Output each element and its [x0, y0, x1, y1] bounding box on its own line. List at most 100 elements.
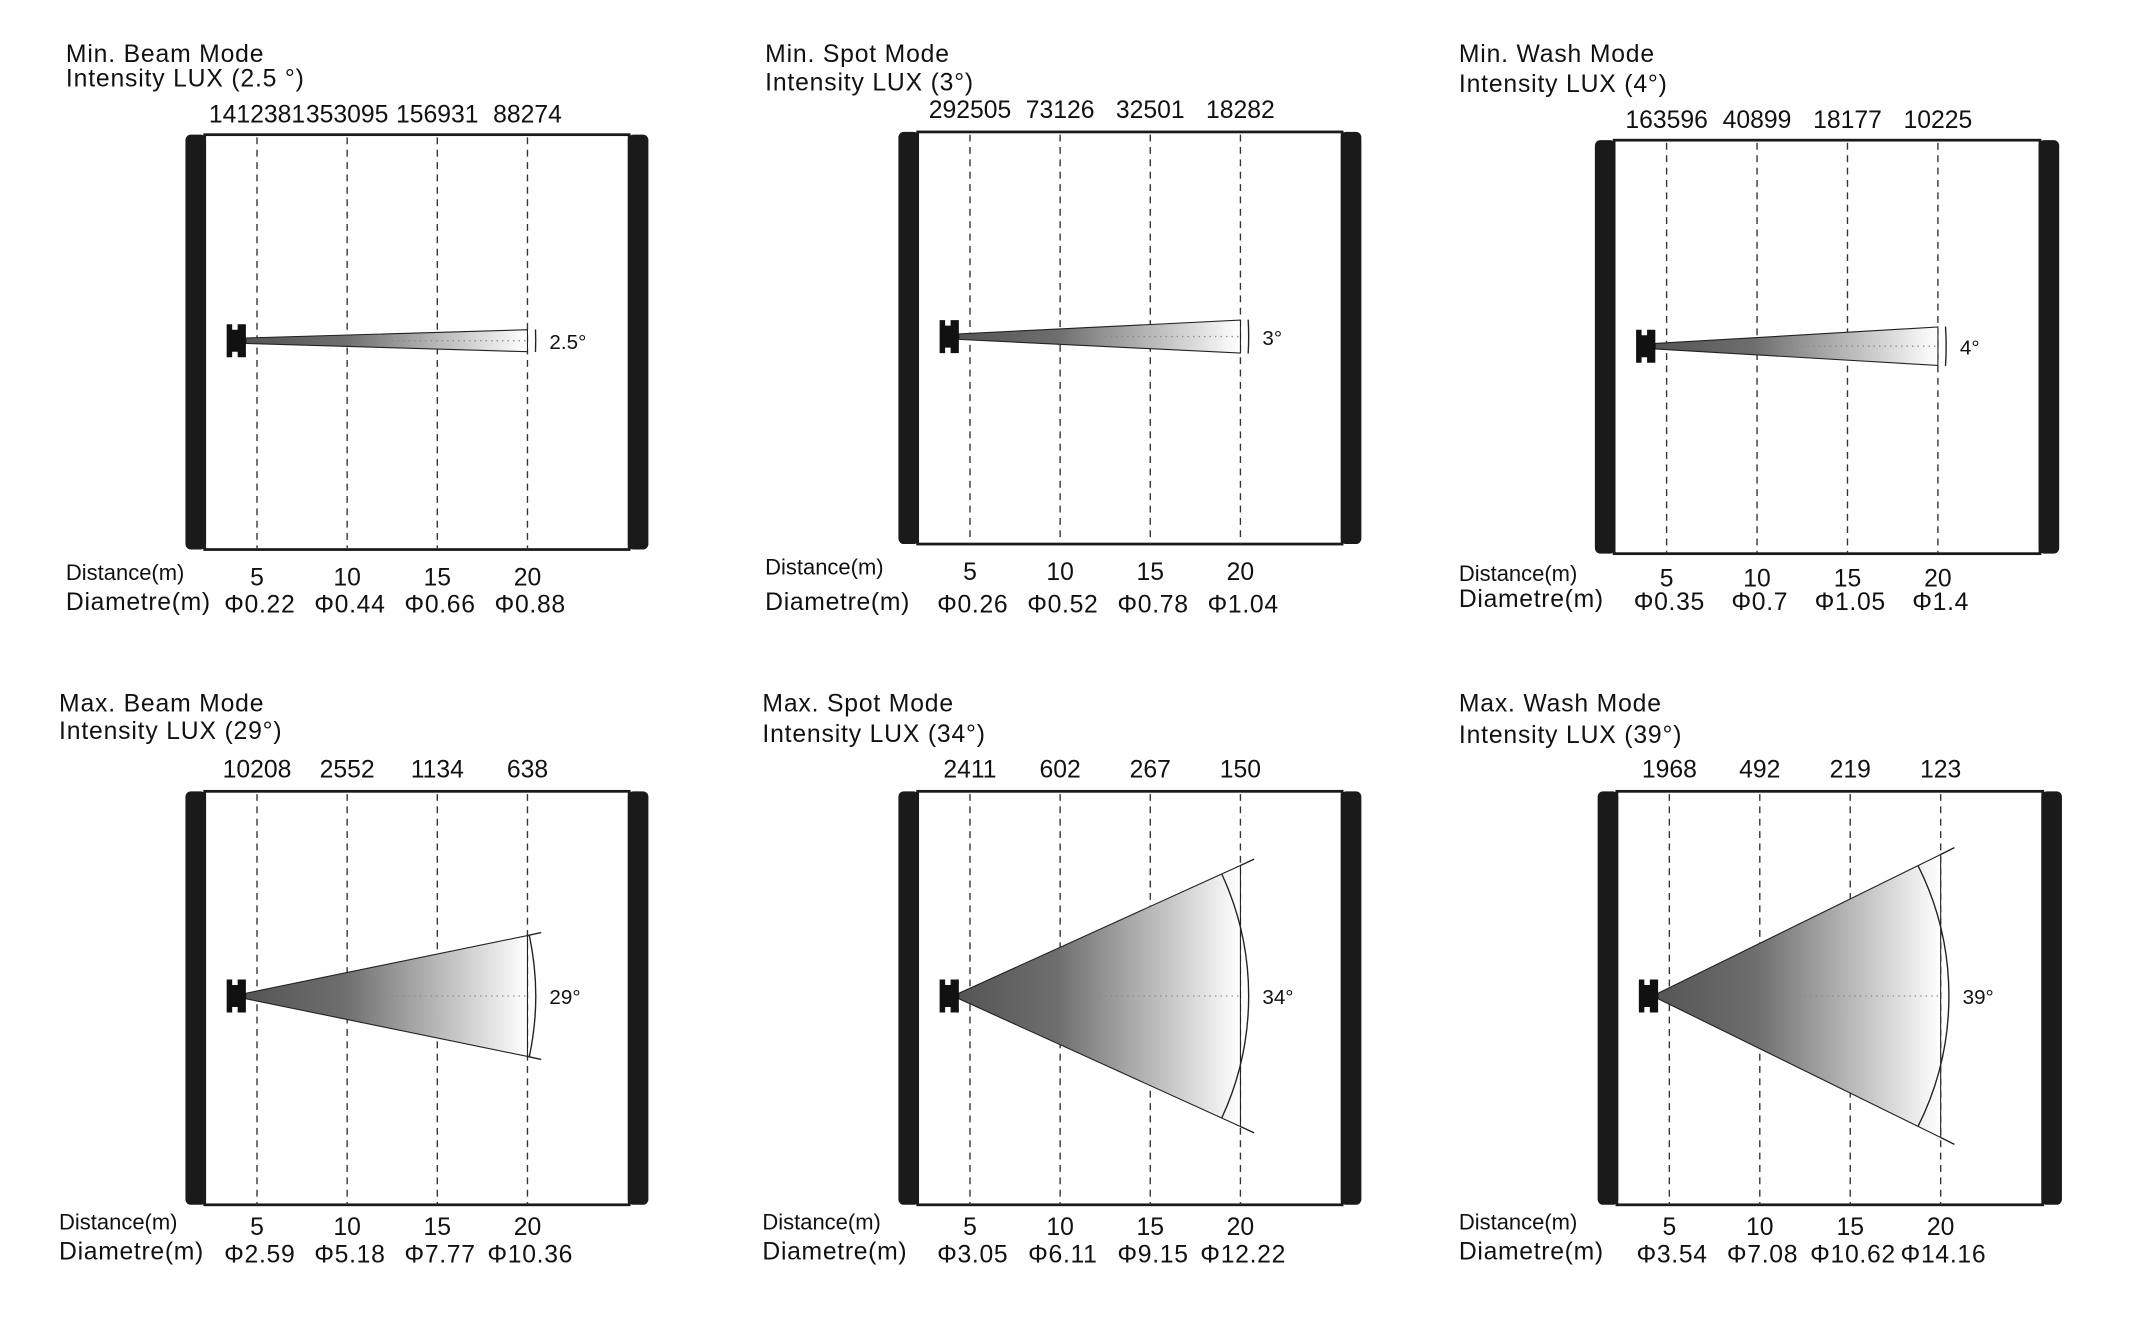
- panel-intensity-title: Intensity LUX (2.5 °): [66, 66, 305, 93]
- lux-value: 88274: [493, 101, 562, 128]
- beam-angle-label: 34°: [1262, 986, 1293, 1009]
- beam-panel-5: Max. Spot Mode Intensity LUX (34°) 34° 2411…: [762, 691, 1362, 1269]
- beam-edge-extension: [1940, 847, 1955, 856]
- panel-intensity-title: Intensity LUX (34°): [762, 721, 985, 748]
- lux-value: 163596: [1625, 107, 1707, 134]
- left-wall: [185, 791, 207, 1205]
- lux-value: 219: [1830, 757, 1871, 784]
- distance-value: 15: [424, 1214, 452, 1241]
- distance-label: Distance(m): [66, 560, 184, 585]
- beam-panel-3: Min. Wash Mode Intensity LUX (4°) 4° 163596…: [1459, 41, 2060, 616]
- left-wall: [1594, 140, 1616, 554]
- lux-value: 1412381: [209, 101, 305, 128]
- panel-intensity-title: Intensity LUX (39°): [1459, 722, 1682, 749]
- angle-arc: [1944, 326, 1947, 367]
- beam-angle-label: 4°: [1960, 336, 1980, 359]
- angle-arc: [528, 935, 537, 1057]
- beam-edge-extension: [527, 1055, 542, 1061]
- fixture-icon: [939, 320, 959, 354]
- beam-angle-label: 29°: [549, 986, 580, 1009]
- diameter-value: Φ0.52: [1027, 592, 1098, 619]
- distance-value: 10: [333, 564, 361, 591]
- lux-value: 40899: [1723, 107, 1792, 134]
- beam-angle-label: 39°: [1963, 986, 1994, 1009]
- distance-value: 5: [250, 564, 264, 591]
- left-wall: [898, 131, 920, 545]
- panel-mode-title: Max. Spot Mode: [762, 691, 954, 718]
- diameter-value: Φ0.35: [1634, 589, 1705, 616]
- diameter-value: Φ10.36: [487, 1242, 573, 1269]
- lux-value: 73126: [1026, 97, 1095, 124]
- diameter-value: Φ7.77: [404, 1242, 475, 1269]
- distance-label: Distance(m): [59, 1210, 177, 1235]
- diameter-value: Φ5.18: [314, 1242, 385, 1269]
- angle-arc: [1221, 873, 1250, 1119]
- diameter-label: Diametre(m): [1459, 1239, 1604, 1266]
- right-wall: [627, 134, 649, 550]
- diameter-value: Φ3.54: [1636, 1242, 1707, 1269]
- distance-value: 15: [1834, 566, 1862, 593]
- distance-label: Distance(m): [762, 1210, 880, 1235]
- fixture-icon: [1638, 979, 1659, 1013]
- distance-value: 15: [1137, 1214, 1165, 1241]
- beam-edge-extension: [527, 931, 542, 937]
- distance-value: 20: [1927, 1214, 1955, 1241]
- lux-value: 2411: [943, 757, 996, 784]
- diameter-value: Φ0.88: [495, 592, 566, 619]
- right-wall: [627, 791, 649, 1205]
- distance-label: Distance(m): [765, 554, 883, 579]
- diameter-value: Φ10.62: [1810, 1242, 1896, 1269]
- panel-intensity-title: Intensity LUX (4°): [1459, 71, 1668, 98]
- angle-arc: [1917, 865, 1950, 1127]
- diameter-value: Φ1.05: [1815, 589, 1886, 616]
- panel-intensity-title: Intensity LUX (29°): [59, 718, 282, 745]
- distance-label: Distance(m): [1459, 561, 1577, 586]
- distance-value: 10: [1746, 1214, 1774, 1241]
- diameter-value: Φ0.22: [224, 592, 295, 619]
- lux-value: 18177: [1813, 107, 1882, 134]
- distance-label: Distance(m): [1459, 1210, 1577, 1235]
- left-wall: [185, 134, 207, 550]
- panel-mode-title: Max. Beam Mode: [59, 691, 264, 718]
- diameter-value: Φ0.26: [937, 592, 1008, 619]
- distance-value: 20: [1227, 1214, 1255, 1241]
- distance-value: 10: [1046, 1214, 1074, 1241]
- lux-value: 10208: [223, 757, 292, 784]
- panel-mode-title: Min. Wash Mode: [1459, 41, 1655, 68]
- diameter-value: Φ0.78: [1117, 592, 1188, 619]
- distance-value: 20: [1924, 566, 1952, 593]
- distance-value: 5: [963, 1214, 977, 1241]
- beam-edge-extension: [1240, 1125, 1255, 1134]
- right-wall: [2041, 791, 2062, 1205]
- lux-value: 32501: [1116, 97, 1185, 124]
- beam-panel-6: Max. Wash Mode Intensity LUX (39°) 39° 1968…: [1459, 691, 2062, 1269]
- panel-mode-title: Max. Wash Mode: [1459, 691, 1662, 718]
- diameter-value: Φ1.4: [1912, 589, 1969, 616]
- lux-value: 1134: [411, 757, 464, 784]
- diameter-value: Φ12.22: [1200, 1242, 1286, 1269]
- beam-angle-label: 3°: [1262, 327, 1282, 350]
- distance-value: 15: [1836, 1214, 1864, 1241]
- diameter-value: Φ3.05: [937, 1242, 1008, 1269]
- distance-value: 10: [1743, 566, 1771, 593]
- distance-value: 10: [333, 1214, 361, 1241]
- beam-edge-extension: [1940, 1136, 1955, 1145]
- diameter-value: Φ2.59: [224, 1242, 295, 1269]
- panel-mode-title: Min. Beam Mode: [66, 41, 264, 68]
- lux-value: 353095: [306, 101, 388, 128]
- lux-value: 492: [1739, 757, 1780, 784]
- diameter-value: Φ14.16: [1901, 1242, 1987, 1269]
- distance-value: 20: [514, 1214, 542, 1241]
- lux-value: 156931: [396, 101, 478, 128]
- lux-value: 292505: [929, 97, 1011, 124]
- panel-mode-title: Min. Spot Mode: [765, 41, 950, 68]
- diameter-value: Φ0.44: [314, 592, 385, 619]
- distance-value: 5: [1660, 566, 1674, 593]
- beam-edge-extension: [1240, 858, 1255, 867]
- right-wall: [1340, 791, 1362, 1205]
- diameter-value: Φ7.08: [1727, 1242, 1798, 1269]
- left-wall: [1597, 791, 1619, 1205]
- distance-value: 5: [1662, 1214, 1676, 1241]
